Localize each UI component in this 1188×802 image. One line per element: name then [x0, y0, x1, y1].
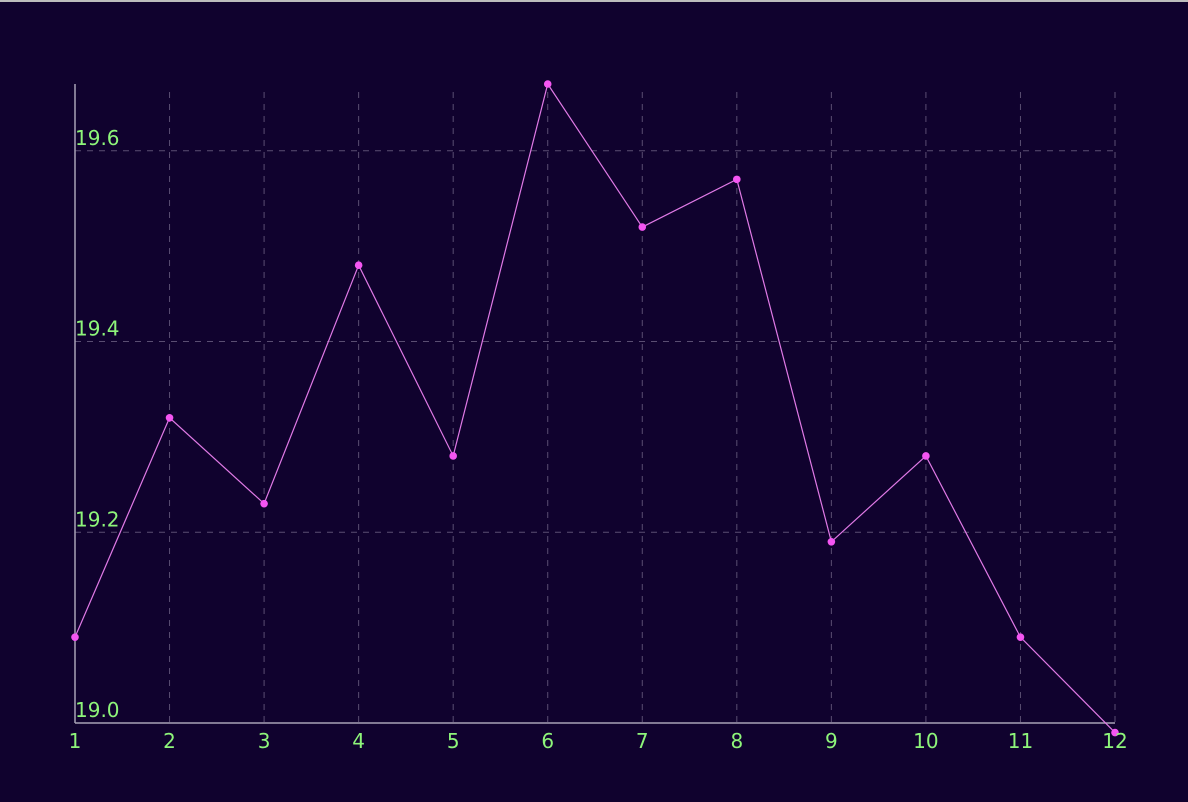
data-point: [354, 261, 363, 270]
data-point: [71, 633, 79, 641]
x-tick-label: 7: [636, 729, 649, 753]
data-point: [638, 223, 647, 231]
data-point: [449, 452, 457, 460]
y-tick-label: 19.0: [75, 698, 120, 722]
data-point: [922, 452, 930, 460]
x-tick-label: 8: [730, 729, 743, 753]
data-point: [165, 414, 174, 422]
series-line-group: [74, 82, 1116, 733]
x-tick-label: 12: [1102, 729, 1127, 753]
series-line: [74, 82, 1116, 733]
x-tick-label: 11: [1008, 729, 1033, 753]
x-tick-label: 5: [447, 729, 460, 753]
x-tick-label: 6: [541, 729, 554, 753]
grid: [75, 92, 1116, 723]
data-point: [260, 499, 268, 508]
y-tick-labels: 19.0 19.2 19.4 19.6: [75, 126, 120, 722]
data-point: [733, 175, 741, 184]
axes: [74, 84, 1115, 724]
x-tick-label: 2: [163, 729, 176, 753]
y-tick-label: 19.2: [75, 507, 120, 531]
x-tick-label: 3: [258, 729, 271, 753]
x-tick-label: 1: [69, 729, 82, 753]
data-points: [71, 80, 1119, 737]
data-point: [1016, 633, 1025, 641]
data-point: [1111, 728, 1119, 737]
data-point: [827, 537, 836, 546]
y-tick-label: 19.4: [75, 317, 120, 341]
x-tick-label: 10: [913, 729, 938, 753]
y-tick-label: 19.6: [75, 126, 120, 150]
x-tick-label: 9: [825, 729, 838, 753]
data-point: [543, 80, 552, 88]
x-tick-label: 4: [352, 729, 365, 753]
x-tick-labels: 1 2 3 4 5 6 7 8 9 10 11 12: [69, 729, 1128, 753]
